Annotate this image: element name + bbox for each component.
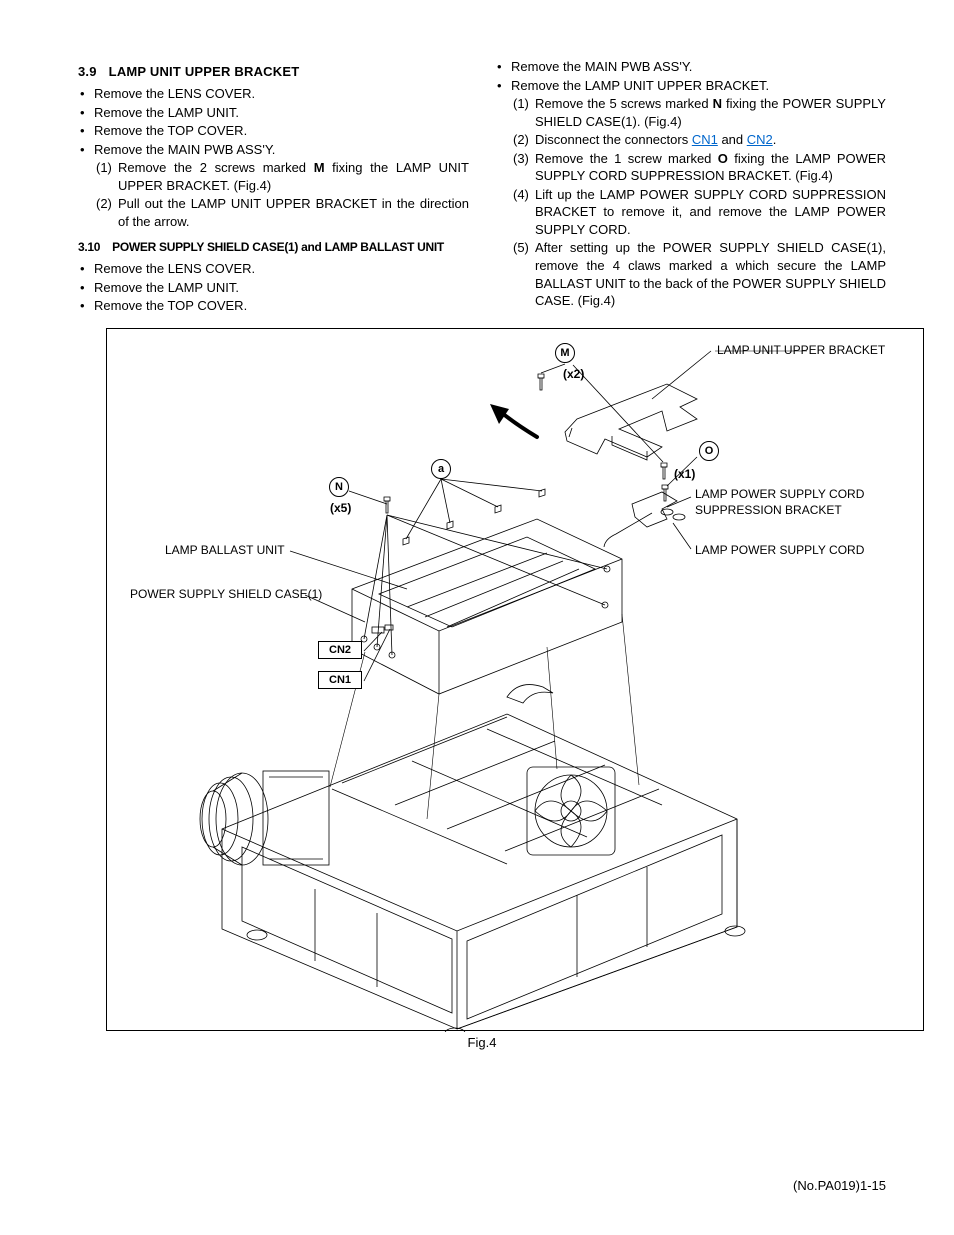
section-title: POWER SUPPLY SHIELD CASE(1) and LAMP BAL… bbox=[112, 240, 444, 254]
suppression-bracket bbox=[604, 492, 685, 547]
bullet-list: Remove the LENS COVER. Remove the LAMP U… bbox=[78, 85, 469, 158]
list-item: Remove the LENS COVER. bbox=[80, 85, 469, 103]
figure-caption: Fig.4 bbox=[78, 1035, 886, 1050]
shield-case bbox=[352, 489, 622, 694]
list-item: Remove the TOP COVER. bbox=[80, 297, 469, 315]
left-column: 3.9 LAMP UNIT UPPER BRACKET Remove the L… bbox=[78, 58, 469, 316]
list-item: Remove the MAIN PWB ASS'Y. bbox=[80, 141, 469, 159]
bubble-n: N bbox=[329, 477, 349, 497]
list-item: (1)Remove the 2 screws marked M fixing t… bbox=[96, 159, 469, 194]
chassis-drawing bbox=[200, 685, 745, 1032]
upper-bracket-drawing bbox=[565, 384, 697, 460]
list-item: (3)Remove the 1 screw marked O fixing th… bbox=[513, 150, 886, 185]
list-item: Remove the LAMP UNIT. bbox=[80, 104, 469, 122]
label-nx: (x5) bbox=[330, 501, 351, 515]
label-mx: (x2) bbox=[563, 367, 584, 381]
label-ballast: LAMP BALLAST UNIT bbox=[165, 543, 285, 557]
list-item: (1)Remove the 5 screws marked N fixing t… bbox=[513, 95, 886, 130]
list-item: Remove the LAMP UNIT. bbox=[80, 279, 469, 297]
list-item: (2)Pull out the LAMP UNIT UPPER BRACKET … bbox=[96, 195, 469, 230]
lens-drawing bbox=[200, 771, 329, 865]
ordered-list: (1)Remove the 2 screws marked M fixing t… bbox=[78, 159, 469, 230]
bullet-list: Remove the MAIN PWB ASS'Y. Remove the LA… bbox=[495, 58, 886, 94]
right-column: Remove the MAIN PWB ASS'Y. Remove the LA… bbox=[495, 58, 886, 316]
list-item: (2)Disconnect the connectors CN1 and CN2… bbox=[513, 131, 886, 149]
bubble-a: a bbox=[431, 459, 451, 479]
list-item: (4)Lift up the LAMP POWER SUPPLY CORD SU… bbox=[513, 186, 886, 239]
label-ox: (x1) bbox=[674, 467, 695, 481]
ordered-list: (1)Remove the 5 screws marked N fixing t… bbox=[495, 95, 886, 310]
cn1-link[interactable]: CN1 bbox=[692, 132, 718, 147]
section-title: LAMP UNIT UPPER BRACKET bbox=[109, 64, 300, 79]
screw-m2 bbox=[661, 463, 667, 479]
list-item: Remove the TOP COVER. bbox=[80, 122, 469, 140]
box-cn2: CN2 bbox=[318, 641, 362, 659]
bubble-m: M bbox=[555, 343, 575, 363]
label-power-cord: LAMP POWER SUPPLY CORD bbox=[695, 543, 864, 557]
screw-m1 bbox=[538, 374, 544, 390]
list-item: (5)After setting up the POWER SUPPLY SHI… bbox=[513, 239, 886, 309]
section-3-10-head: 3.10 POWER SUPPLY SHIELD CASE(1) and LAM… bbox=[78, 240, 469, 254]
page-footer: (No.PA019)1-15 bbox=[793, 1178, 886, 1193]
label-upper-bracket: LAMP UNIT UPPER BRACKET bbox=[717, 343, 885, 357]
section-3-9-head: 3.9 LAMP UNIT UPPER BRACKET bbox=[78, 64, 469, 79]
section-number: 3.9 bbox=[78, 64, 97, 79]
list-item: Remove the LAMP UNIT UPPER BRACKET. bbox=[497, 77, 886, 95]
list-item: Remove the MAIN PWB ASS'Y. bbox=[497, 58, 886, 76]
fan-drawing bbox=[527, 767, 615, 855]
screw-n bbox=[384, 497, 390, 513]
bullet-list: Remove the LENS COVER. Remove the LAMP U… bbox=[78, 260, 469, 315]
bubble-o: O bbox=[699, 441, 719, 461]
box-cn1: CN1 bbox=[318, 671, 362, 689]
label-suppression-bracket: LAMP POWER SUPPLY CORD SUPPRESSION BRACK… bbox=[695, 487, 864, 518]
section-number: 3.10 bbox=[78, 240, 100, 254]
cn2-link[interactable]: CN2 bbox=[747, 132, 773, 147]
label-shield-case: POWER SUPPLY SHIELD CASE(1) bbox=[130, 587, 322, 601]
list-item: Remove the LENS COVER. bbox=[80, 260, 469, 278]
figure-4: M (x2) LAMP UNIT UPPER BRACKET O (x1) LA… bbox=[106, 328, 924, 1031]
figure-svg bbox=[107, 329, 925, 1032]
removal-arrow-icon bbox=[490, 404, 537, 437]
